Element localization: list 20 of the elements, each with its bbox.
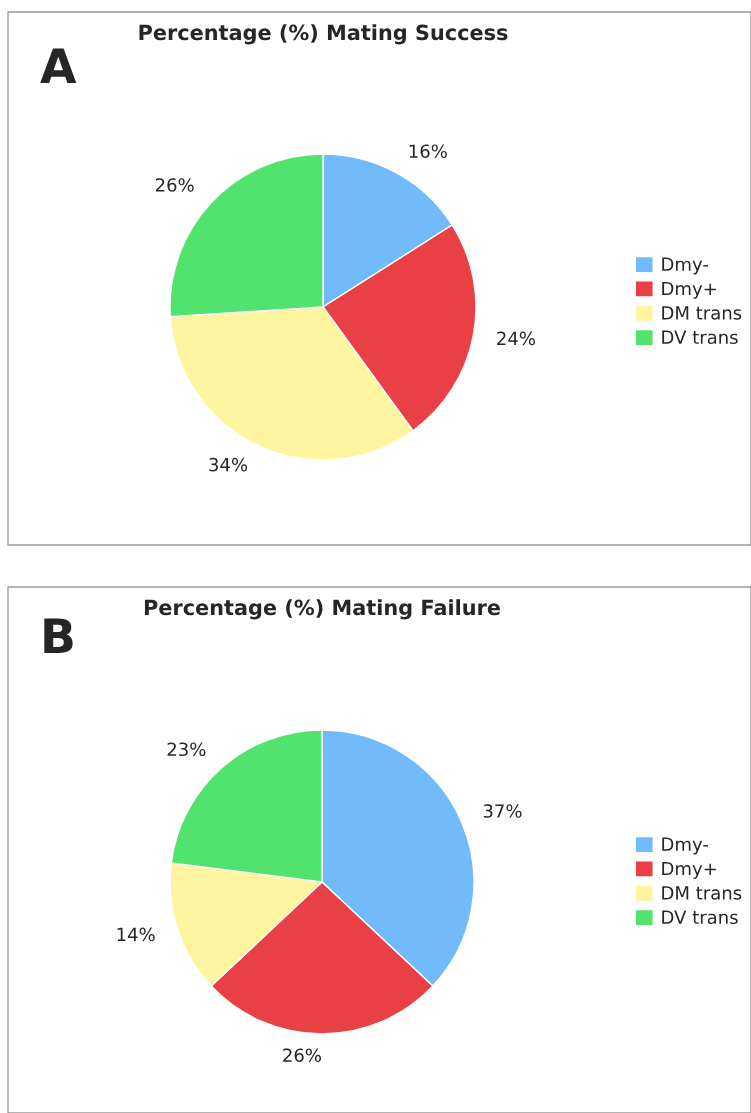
data-label: 26% [155, 178, 194, 192]
data-label: 14% [117, 927, 155, 942]
legend-label: DM trans [662, 306, 742, 320]
legend-label: Dmy+ [662, 861, 716, 879]
data-label: 16% [409, 144, 447, 159]
chart-title: Percentage (%) Mating Failure [144, 599, 500, 620]
legend-label: Dmy+ [662, 281, 716, 299]
legend-label: Dmy- [662, 837, 708, 855]
data-label: 34% [209, 457, 248, 472]
legend-label: DM trans [662, 886, 742, 900]
data-label: 24% [497, 331, 535, 346]
data-label: 26% [283, 1048, 321, 1063]
legend-label: DV trans [662, 910, 738, 925]
data-label: 37% [483, 804, 522, 818]
text: B [44, 618, 73, 654]
legend-label: DV trans [662, 330, 738, 345]
chart-title: Percentage (%) Mating Success [139, 24, 508, 45]
text: A [40, 48, 77, 84]
data-label: 23% [167, 742, 206, 757]
legend-label: Dmy- [662, 257, 708, 275]
